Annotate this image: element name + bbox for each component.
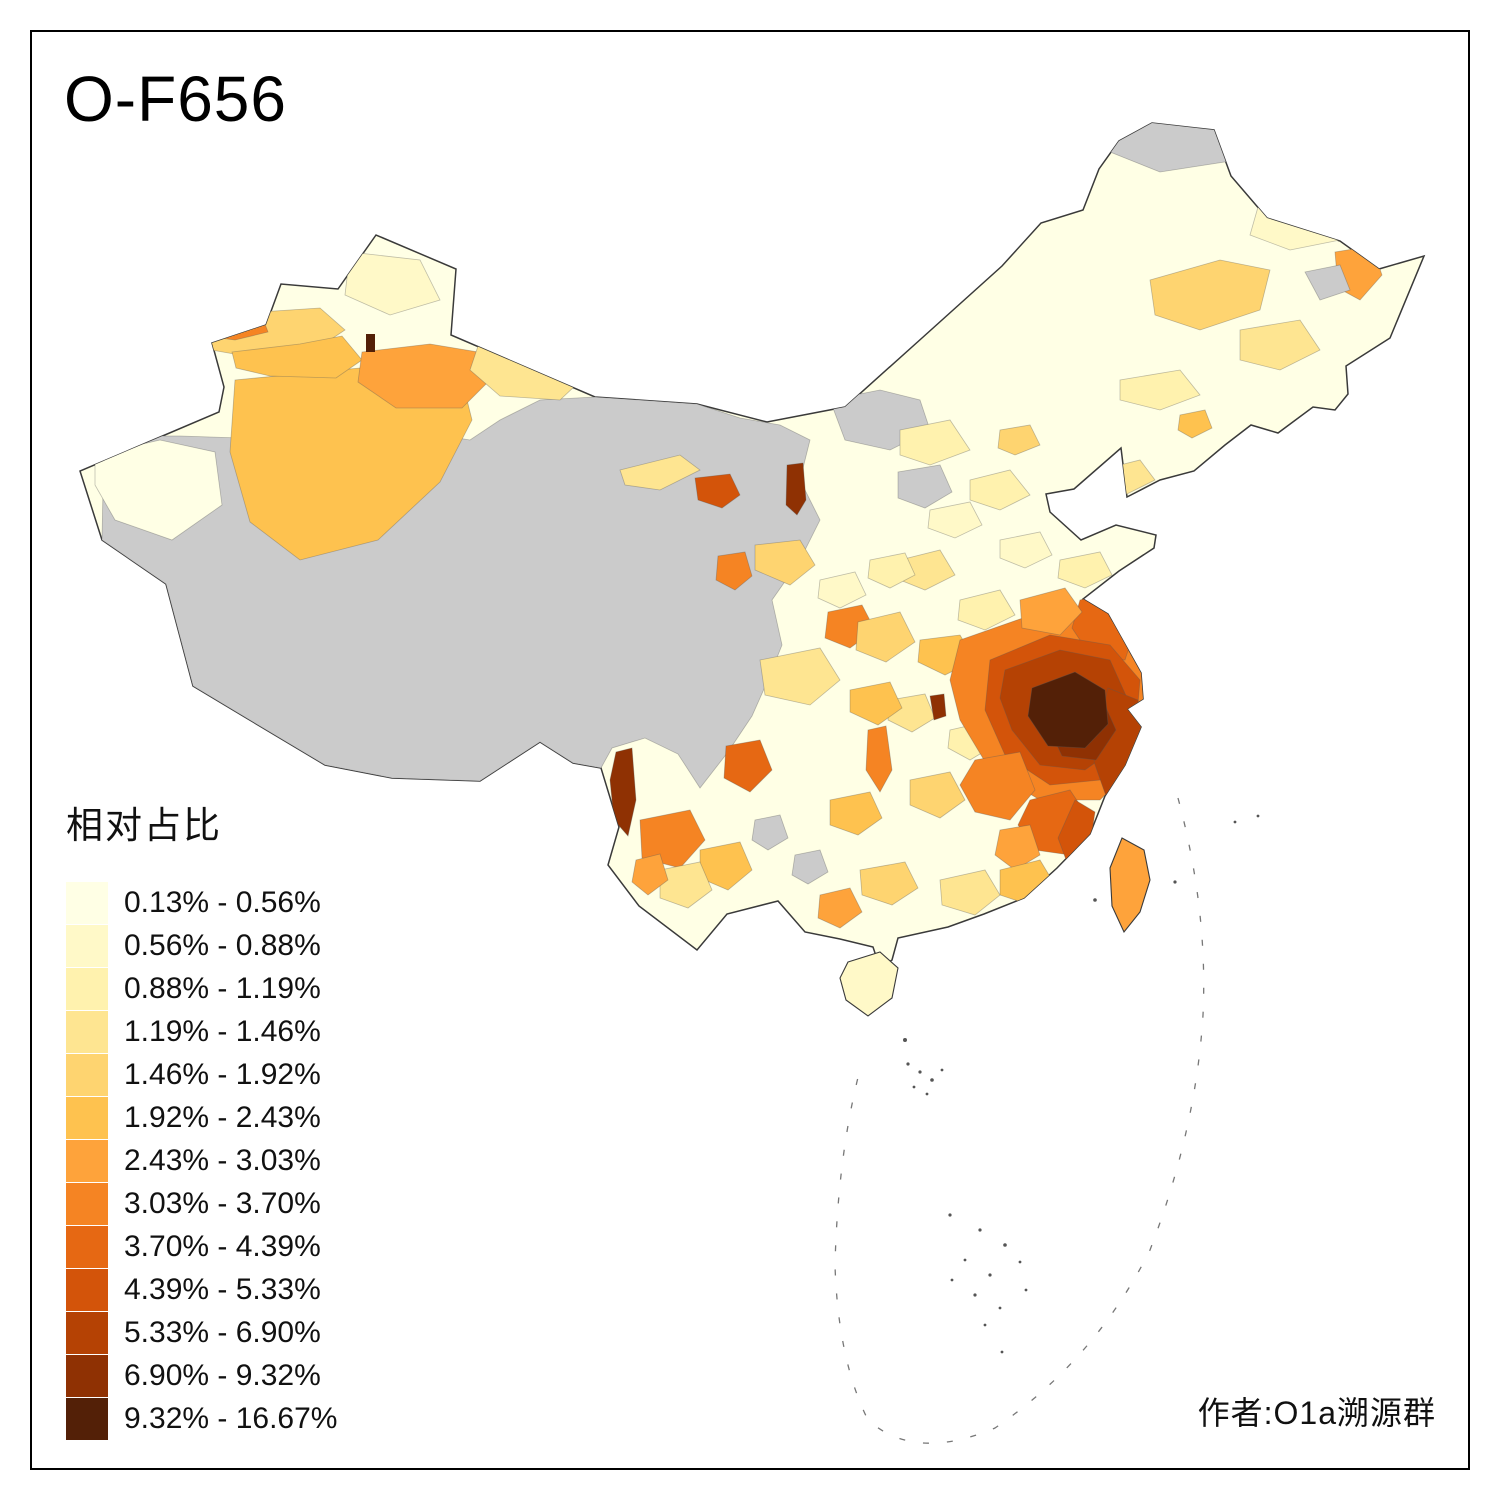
legend-swatch (66, 1397, 108, 1440)
legend-label: 9.32% - 16.67% (124, 1401, 338, 1435)
map-region (994, 824, 1041, 871)
map-region (694, 473, 741, 509)
map-region (619, 454, 701, 491)
map-region (969, 469, 1031, 511)
map-region (366, 334, 375, 352)
legend-row: 5.33% - 6.90% (66, 1311, 337, 1354)
legend-label: 1.46% - 1.92% (124, 1057, 321, 1091)
map-region (859, 861, 919, 906)
map-region (231, 335, 363, 379)
map-region-nodata (897, 464, 953, 509)
legend-swatch (66, 1182, 108, 1225)
legend-row: 0.56% - 0.88% (66, 924, 337, 967)
map-region-nodata (1304, 264, 1351, 301)
legend-label: 6.90% - 9.32% (124, 1358, 321, 1392)
map-region (997, 424, 1041, 456)
map-region (1057, 551, 1113, 589)
map-region (1027, 671, 1109, 749)
map-region (759, 647, 841, 706)
legend-label: 3.70% - 4.39% (124, 1229, 321, 1263)
legend-title: 相对占比 (66, 805, 222, 846)
map-region (1149, 259, 1271, 331)
legend-label: 4.39% - 5.33% (124, 1272, 321, 1306)
legend-row: 1.46% - 1.92% (66, 1053, 337, 1096)
legend-row: 6.90% - 9.32% (66, 1354, 337, 1397)
legend-swatch (66, 924, 108, 967)
map-region (754, 539, 816, 586)
map-region (929, 693, 947, 721)
map-region (1239, 319, 1321, 371)
legend-row: 1.92% - 2.43% (66, 1096, 337, 1139)
legend-swatch (66, 1096, 108, 1139)
map-region (94, 439, 223, 541)
legend-label: 5.33% - 6.90% (124, 1315, 321, 1349)
legend-swatch (66, 1354, 108, 1397)
map-region (715, 551, 753, 591)
legend-swatch (66, 1010, 108, 1053)
legend-label: 0.13% - 0.56% (124, 885, 321, 919)
map-region-hainan (839, 951, 899, 1017)
legend-label: 1.92% - 2.43% (124, 1100, 321, 1134)
map-region (1019, 587, 1083, 636)
map-region (817, 571, 867, 609)
map-region (865, 725, 893, 793)
map-region (927, 501, 983, 539)
map-region (829, 791, 883, 836)
legend-row: 1.19% - 1.46% (66, 1010, 337, 1053)
legend-rows: 0.13% - 0.56% 0.56% - 0.88% 0.88% - 1.19% 1… (66, 881, 337, 1440)
map-region (855, 611, 916, 663)
map-region (609, 747, 637, 837)
legend: 相对占比 0.13% - 0.56% 0.56% - 0.88% 0.88% - 1… (66, 795, 337, 1440)
legend-label: 2.43% - 3.03% (124, 1143, 321, 1177)
map-region (999, 531, 1053, 569)
map-region (357, 343, 493, 409)
legend-swatch (66, 881, 108, 924)
legend-swatch (66, 967, 108, 1010)
sea-island-dots (903, 814, 1260, 1354)
map-region (631, 853, 669, 896)
legend-swatch (66, 1268, 108, 1311)
legend-swatch (66, 1053, 108, 1096)
map-region (344, 251, 441, 316)
map-region (867, 552, 916, 589)
legend-swatch (66, 1139, 108, 1182)
map-region-taiwan (1109, 837, 1151, 934)
legend-label: 3.03% - 3.70% (124, 1186, 321, 1220)
map-region (817, 887, 863, 929)
map-region (1119, 369, 1201, 411)
map-region (939, 869, 1001, 916)
map-region (849, 681, 903, 726)
legend-row: 9.32% - 16.67% (66, 1397, 337, 1440)
legend-row: 3.70% - 4.39% (66, 1225, 337, 1268)
map-region (957, 589, 1016, 631)
map-region-nodata (791, 849, 829, 885)
map-region (909, 771, 966, 819)
map-region (959, 751, 1036, 821)
legend-swatch (66, 1225, 108, 1268)
map-region (639, 809, 706, 869)
map-region (723, 739, 773, 793)
legend-row: 0.88% - 1.19% (66, 967, 337, 1010)
map-region (785, 462, 807, 516)
legend-swatch (66, 1311, 108, 1354)
figure-title: O-F656 (64, 63, 287, 135)
legend-row: 0.13% - 0.56% (66, 881, 337, 924)
map-region-nodata (751, 814, 789, 851)
map-region (659, 861, 713, 909)
legend-row: 3.03% - 3.70% (66, 1182, 337, 1225)
legend-row: 2.43% - 3.03% (66, 1139, 337, 1182)
legend-label: 0.56% - 0.88% (124, 928, 321, 962)
map-region (1177, 409, 1213, 439)
legend-label: 1.19% - 1.46% (124, 1014, 321, 1048)
legend-row: 4.39% - 5.33% (66, 1268, 337, 1311)
map-region (899, 419, 971, 466)
nine-dash-line (834, 797, 1205, 1444)
legend-label: 0.88% - 1.19% (124, 971, 321, 1005)
author-credit: 作者:O1a溯源群 (1197, 1395, 1436, 1431)
